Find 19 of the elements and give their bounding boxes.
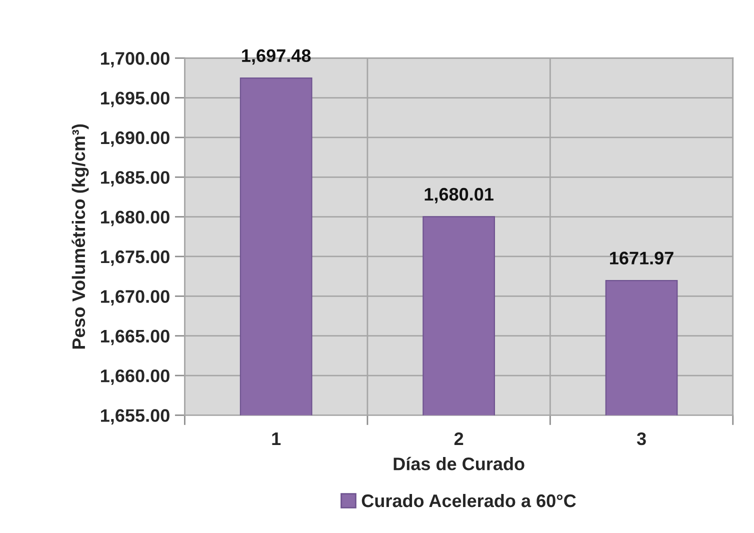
y-axis-title: Peso Volumétrico (kg/cm³) (72, 124, 89, 349)
y-tick-label: 1,660.00 (101, 369, 170, 385)
x-tick-label: 1 (272, 432, 281, 445)
y-tick-label: 1,675.00 (101, 250, 170, 266)
x-tick-label: 2 (454, 432, 464, 445)
y-tick-label: 1,670.00 (101, 290, 170, 306)
x-axis-title: Días de Curado (394, 456, 524, 470)
y-tick-label: 1,680.00 (101, 210, 170, 226)
y-tick-label: 1,695.00 (101, 92, 170, 108)
data-label: 1671.97 (610, 252, 674, 264)
y-tick-label: 1,690.00 (101, 131, 170, 147)
x-tick-label: 3 (636, 432, 646, 446)
legend-label: Curado Acelerado a 60°C (362, 494, 576, 508)
y-tick-label: 1,655.00 (101, 409, 170, 425)
data-label: 1,680.01 (424, 188, 494, 204)
data-label: 1,697.48 (242, 49, 311, 65)
y-tick-label: 1,665.00 (101, 330, 170, 346)
y-tick-label: 1,700.00 (101, 52, 170, 68)
y-tick-label: 1,685.00 (101, 171, 170, 186)
